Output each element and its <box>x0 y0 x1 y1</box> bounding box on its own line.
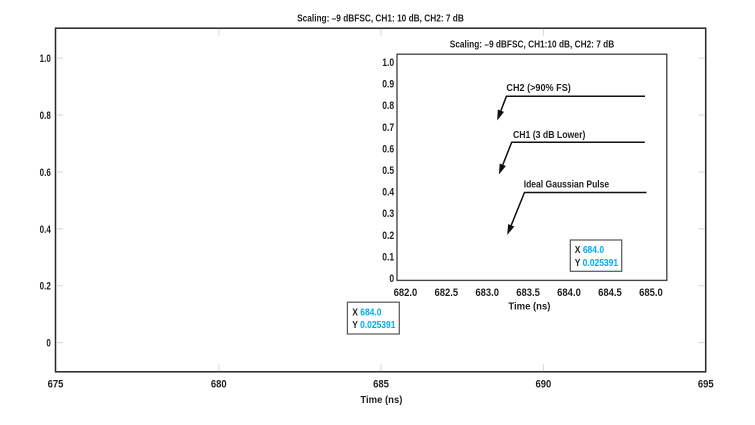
svg-text:0.6: 0.6 <box>382 143 394 155</box>
svg-text:0.9: 0.9 <box>382 79 394 91</box>
svg-text:Scaling: –9 dBFSC, CH1:10 dB,: Scaling: –9 dBFSC, CH1:10 dB, CH2: 7 dB <box>450 39 615 51</box>
svg-text:0: 0 <box>46 337 50 350</box>
svg-text:683.0: 683.0 <box>475 287 499 299</box>
svg-text:Y 0.025391: Y 0.025391 <box>352 319 395 330</box>
svg-text:684.5: 684.5 <box>598 287 622 299</box>
svg-text:CH1 (3 dB Lower): CH1 (3 dB Lower) <box>513 130 585 141</box>
svg-text:0.1: 0.1 <box>382 251 394 263</box>
svg-text:0.4: 0.4 <box>40 224 52 237</box>
svg-text:695: 695 <box>698 379 714 391</box>
svg-text:685.0: 685.0 <box>639 287 663 299</box>
svg-text:0.8: 0.8 <box>40 110 52 123</box>
svg-text:0.6: 0.6 <box>40 167 51 180</box>
svg-text:1.0: 1.0 <box>382 57 394 69</box>
svg-text:Scaling: –9 dBFSC, CH1: 10 dB,: Scaling: –9 dBFSC, CH1: 10 dB, CH2: 7 dB <box>297 13 464 25</box>
svg-text:685: 685 <box>373 379 389 391</box>
svg-text:Time (ns): Time (ns) <box>508 301 550 312</box>
svg-text:0.4: 0.4 <box>382 187 394 199</box>
svg-text:0.7: 0.7 <box>382 122 394 134</box>
svg-text:0.5: 0.5 <box>382 165 394 177</box>
svg-text:690: 690 <box>536 379 552 391</box>
svg-text:1.0: 1.0 <box>40 53 51 66</box>
svg-text:0.8: 0.8 <box>382 100 394 112</box>
svg-text:682.0: 682.0 <box>394 287 418 299</box>
svg-text:CH2 (>90% FS): CH2 (>90% FS) <box>506 83 570 95</box>
svg-text:X 684.0: X 684.0 <box>575 244 604 255</box>
svg-text:0.2: 0.2 <box>382 230 394 242</box>
svg-text:683.5: 683.5 <box>516 287 540 299</box>
svg-text:680: 680 <box>211 379 227 391</box>
svg-text:682.5: 682.5 <box>434 287 458 299</box>
svg-text:0.3: 0.3 <box>382 208 394 220</box>
svg-text:Ideal Gaussian Pulse: Ideal Gaussian Pulse <box>524 179 609 190</box>
svg-text:X 684.0: X 684.0 <box>352 307 381 318</box>
svg-text:Y 0.025391: Y 0.025391 <box>575 257 618 268</box>
svg-text:0: 0 <box>389 273 394 285</box>
svg-text:Time (ns): Time (ns) <box>360 395 402 406</box>
svg-text:675: 675 <box>48 379 64 391</box>
svg-text:0.2: 0.2 <box>40 281 51 294</box>
svg-text:684.0: 684.0 <box>557 287 581 299</box>
